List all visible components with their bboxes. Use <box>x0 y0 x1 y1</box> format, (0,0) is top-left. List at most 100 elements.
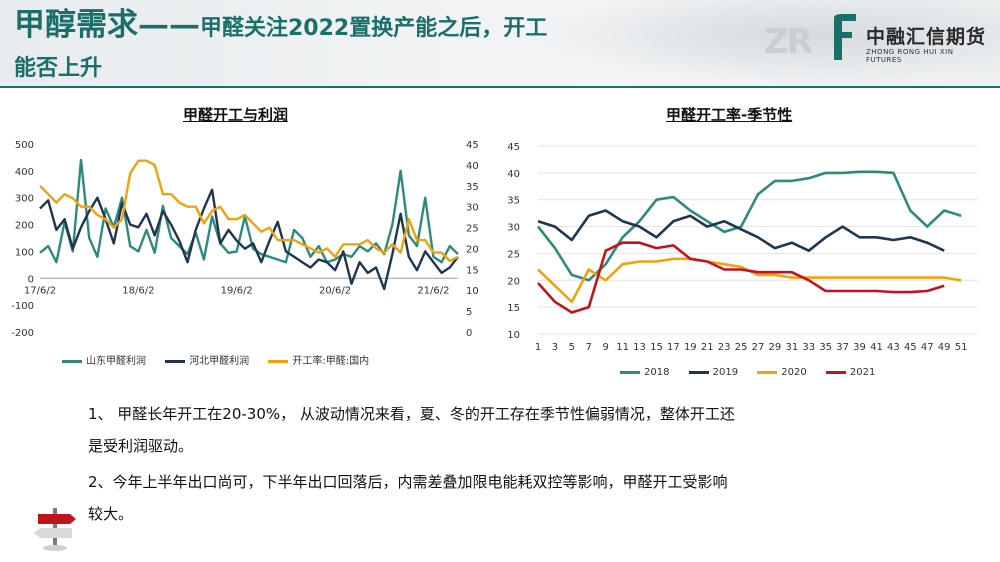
slide-title-sub: 甲醛关注2022置换产能之后，开工 <box>200 16 548 41</box>
legend-label: 2021 <box>849 367 876 378</box>
x-tick-label: 17 <box>667 342 680 353</box>
legend-swatch <box>825 370 846 374</box>
y-right-tick-label: 25 <box>466 224 479 235</box>
y-right-tick-label: 15 <box>466 265 479 276</box>
y-right-tick-label: 5 <box>466 307 472 318</box>
y-left-tick-label: 500 <box>15 140 34 151</box>
x-tick-label: 19/6/2 <box>221 285 253 296</box>
chart1-legend: 山东甲醛利润 河北甲醛利润 开工率:甲醛:国内 <box>62 352 385 367</box>
x-tick-label: 35 <box>819 342 832 353</box>
logo-name-en: ZHONG RONG HUI XIN FUTURES <box>866 48 954 64</box>
legend-item: 河北甲醛利润 <box>165 352 249 367</box>
y-left-tick-label: 400 <box>15 167 34 178</box>
body-line: 2、今年上半年出口尚可，下半年出口回落后，内需差叠加限电能耗双控等影响，甲醛开工… <box>88 473 728 491</box>
y-right-tick-label: 30 <box>466 203 479 214</box>
legend-label: 2020 <box>781 367 807 378</box>
y-left-tick-label: -200 <box>11 328 34 339</box>
y-left-tick-label: 100 <box>15 247 34 258</box>
body-line: 1、 甲醛长年开工在20-30%， 从波动情况来看，夏、冬的开工存在季节性偏弱情… <box>88 405 735 423</box>
x-tick-label: 29 <box>769 342 782 353</box>
y-tick-label: 30 <box>507 223 520 234</box>
watermark-logo: ZR <box>764 22 813 62</box>
x-tick-label: 39 <box>853 342 866 353</box>
x-tick-label: 18/6/2 <box>122 285 154 296</box>
y-right-tick-label: 10 <box>466 286 479 297</box>
header-bar: 甲醇需求——甲醛关注2022置换产能之后，开工 能否上升 ZR 中融汇信期货 Z… <box>0 0 1000 86</box>
x-tick-label: 27 <box>752 342 765 353</box>
chart2-title: 甲醛开工率-季节性 <box>666 106 793 124</box>
legend-item: 2018 <box>620 367 669 378</box>
x-tick-label: 51 <box>955 342 968 353</box>
x-tick-label: 37 <box>836 342 849 353</box>
chart1-title: 甲醛开工与利润 <box>183 106 289 124</box>
legend-label: 开工率:甲醛:国内 <box>292 356 370 367</box>
series-line-3 <box>39 159 459 263</box>
y-right-tick-label: 35 <box>466 182 479 193</box>
series-line-2018 <box>536 170 962 282</box>
slide-title: 甲醇需求——甲醛关注2022置换产能之后，开工 <box>14 8 694 47</box>
x-tick-label: 41 <box>870 342 883 353</box>
y-tick-label: 35 <box>507 196 520 207</box>
x-tick-label: 43 <box>887 342 900 353</box>
x-tick-label: 49 <box>938 342 951 353</box>
legend-swatch <box>688 370 709 374</box>
legend-swatch <box>268 359 289 363</box>
x-tick-label: 5 <box>569 342 575 353</box>
x-tick-label: 3 <box>552 342 558 353</box>
logo-name-cn: 中融汇信期货 <box>866 26 987 48</box>
legend-item: 开工率:甲醛:国内 <box>268 352 369 367</box>
x-tick-label: 47 <box>921 342 934 353</box>
body-paragraph-2: 2、今年上半年出口尚可，下半年出口回落后，内需差叠加限电能耗双控等影响，甲醛开工… <box>88 466 928 530</box>
y-tick-label: 10 <box>507 330 520 341</box>
x-tick-label: 21/6/2 <box>417 285 449 296</box>
y-tick-label: 45 <box>507 142 520 153</box>
x-tick-label: 11 <box>616 342 629 353</box>
x-tick-label: 19 <box>684 342 697 353</box>
legend-item: 2021 <box>825 367 876 378</box>
y-right-tick-label: 45 <box>466 140 479 151</box>
legend-swatch <box>62 359 82 363</box>
signpost-icon <box>34 508 76 551</box>
y-tick-label: 25 <box>507 249 520 260</box>
legend-item: 2019 <box>688 367 739 378</box>
slide-title-main: 甲醇需求—— <box>14 7 200 43</box>
chart-profit-rate: 5004003002001000-100-2004540353025201510… <box>11 140 479 339</box>
y-left-tick-label: 300 <box>15 194 34 205</box>
legend-label: 2018 <box>644 367 670 378</box>
x-tick-label: 17/6/2 <box>24 285 56 296</box>
series-line-2019 <box>537 209 945 252</box>
y-tick-label: 40 <box>507 169 520 180</box>
x-tick-label: 21 <box>701 342 714 353</box>
legend-item: 2020 <box>757 367 807 378</box>
series-line-2021 <box>537 241 945 314</box>
y-left-tick-label: -100 <box>11 301 34 312</box>
y-tick-label: 15 <box>507 303 520 314</box>
legend-swatch <box>620 370 640 374</box>
series-line-1 <box>39 158 459 264</box>
header-divider <box>0 86 1000 88</box>
x-tick-label: 15 <box>650 342 663 353</box>
y-right-tick-label: 0 <box>466 328 472 339</box>
x-tick-label: 9 <box>603 342 609 353</box>
x-tick-label: 7 <box>586 342 592 353</box>
y-left-tick-label: 0 <box>28 274 34 285</box>
y-right-tick-label: 40 <box>466 161 479 172</box>
legend-item: 山东甲醛利润 <box>62 352 146 367</box>
logo-f-icon <box>834 14 856 60</box>
slide-title-line2: 能否上升 <box>14 56 103 81</box>
legend-label: 2019 <box>712 367 739 378</box>
body-line: 较大。 <box>88 505 134 523</box>
x-tick-label: 25 <box>735 342 748 353</box>
x-tick-label: 20/6/2 <box>319 285 351 296</box>
body-line: 是受利润驱动。 <box>88 437 194 455</box>
x-tick-label: 23 <box>718 342 731 353</box>
body-paragraph-1: 1、 甲醛长年开工在20-30%， 从波动情况来看，夏、冬的开工存在季节性偏弱情… <box>88 398 928 462</box>
x-tick-label: 31 <box>785 342 798 353</box>
x-tick-label: 45 <box>904 342 917 353</box>
y-tick-label: 20 <box>507 276 520 287</box>
y-left-tick-label: 200 <box>15 221 34 232</box>
x-tick-label: 1 <box>535 342 541 353</box>
series-line-2 <box>39 188 459 291</box>
y-right-tick-label: 20 <box>466 244 479 255</box>
